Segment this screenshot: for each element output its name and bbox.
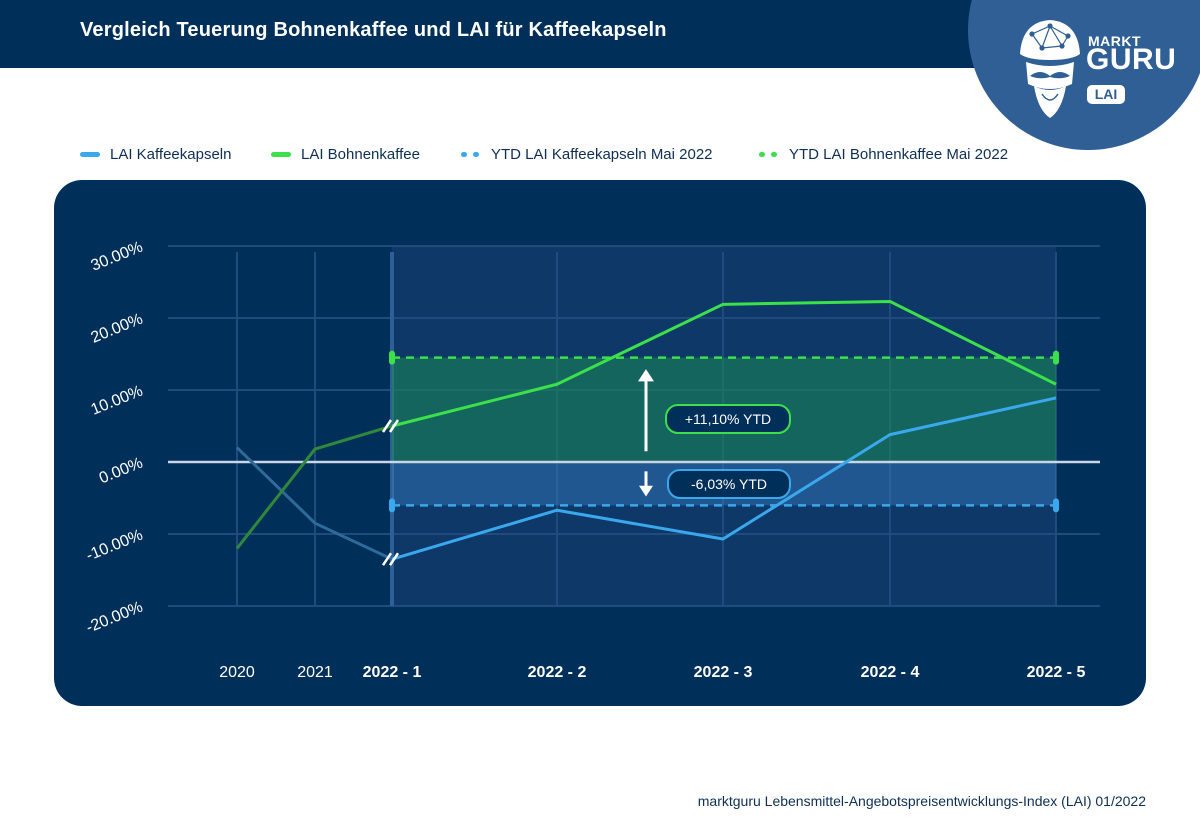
ytd-line-cap [1053,498,1059,513]
axis-break-stroke [388,552,400,566]
guru-mascot-icon [1020,20,1080,118]
axis-break-marker [381,419,400,433]
axis-break-stroke [388,419,400,433]
ytd-line-cap [389,350,395,365]
x-tick-label: 2022 - 2 [528,664,587,681]
x-tick-label: 2022 - 3 [694,664,753,681]
ytd-line-cap [1053,350,1059,365]
axis-break-stroke [381,419,393,433]
legend-label: YTD LAI Bohnenkaffee Mai 2022 [789,146,1009,163]
line-chart: 30.00% 20.00% 10.00% 0.00% -10.00% -20.00% 202… [84,239,1100,681]
legend-dash-swatch [461,152,481,157]
series-bohnenkaffee-historic-line [235,424,393,550]
ytd-line-cap [389,498,395,513]
legend-label: LAI Bohnenkaffee [301,146,420,163]
x-tick-label: 2020 [219,664,255,681]
y-tick-label: 0.00% [97,455,145,488]
ytd-kaffeekapseln-label-box [667,469,791,499]
series-bohnenkaffee-line [391,299,1057,428]
chart-title: Vergleich Teuerung Bohnenkaffee und LAI … [80,19,667,41]
legend-label: YTD LAI Kaffeekapseln Mai 2022 [491,146,713,163]
x-tick-label: 2022 - 5 [1027,664,1086,681]
ytd-bohnenkaffee-label: +11,10% YTD [685,411,771,427]
legend-dash-swatch [759,152,779,157]
chart-panel: 30.00% 20.00% 10.00% 0.00% -10.00% -20.00% 202… [54,180,1146,706]
legend-swatch [80,152,100,157]
y-tick-label: 10.00% [89,383,146,419]
y-tick-label: 30.00% [89,239,146,275]
y-tick-label: -10.00% [84,527,146,565]
title-bar: Vergleich Teuerung Bohnenkaffee und LAI … [0,0,1040,68]
ytd-kaffeekapseln-label: -6,03% YTD [691,476,767,492]
x-tick-label: 2022 - 1 [363,664,422,681]
logo-lai-badge: LAI [1087,85,1125,104]
ytd-down-arrow-head [639,485,653,497]
ytd-up-arrow-head [638,369,654,382]
legend-label: LAI Kaffeekapseln [110,146,232,163]
series-kaffeekapseln-historic-line [235,446,393,561]
legend-swatch [271,152,291,157]
y-tick-label: -20.00% [84,599,146,637]
logo-guru-text: GURU [1086,43,1177,76]
axis-break-marker [381,552,400,566]
series-kaffeekapseln-line [391,396,1057,561]
ytd-bohnenkaffee-label-box [665,404,791,434]
x-tick-label: 2022 - 4 [861,664,920,681]
axis-break-stroke [381,552,393,566]
logo-markt-text: MARKT [1088,33,1142,49]
y-tick-label: 20.00% [89,311,146,347]
x-tick-label: 2021 [297,664,333,681]
source-footer: marktguru Lebensmittel-Angebotspreisentw… [697,793,1146,809]
